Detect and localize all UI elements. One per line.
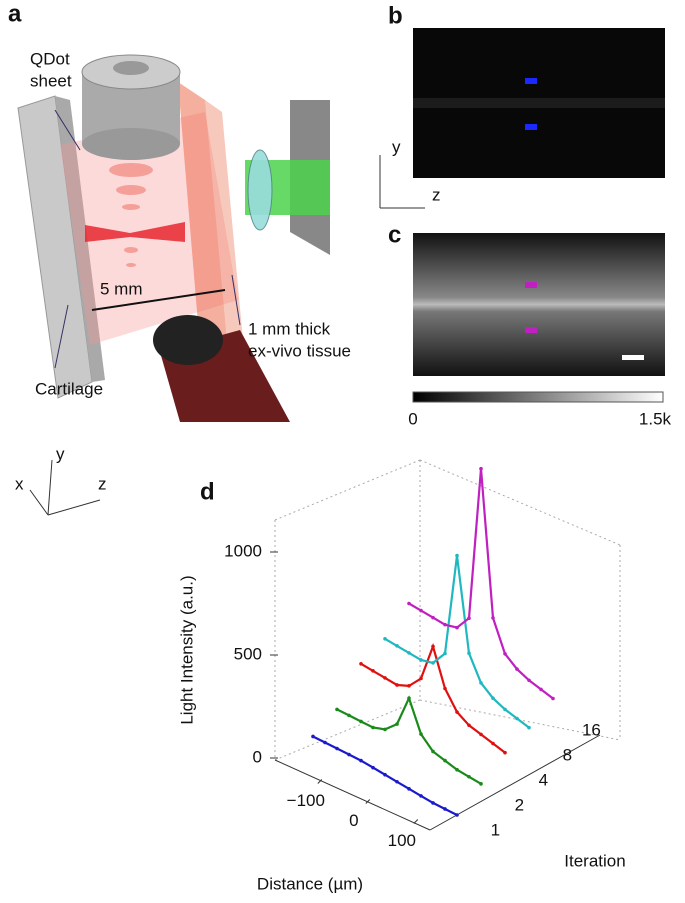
box-grid: [274, 459, 621, 761]
z-tick-label: 8: [563, 745, 572, 764]
roi-marker: [525, 282, 537, 288]
axis-label: z: [432, 185, 441, 204]
z-tick-label: 4: [539, 770, 548, 789]
colorbar-label: 1.5k: [639, 409, 672, 428]
scale-bar: [622, 355, 644, 360]
illustration: [17, 54, 425, 516]
roi-marker: [525, 78, 537, 84]
y-tick-label: 500: [234, 644, 262, 663]
label: ex-vivo tissue: [248, 341, 351, 360]
x-tick-label: 100: [388, 831, 416, 850]
x-tick: [365, 799, 371, 804]
label: sheet: [30, 71, 72, 90]
x-tick-label: −100: [287, 791, 325, 810]
axis-label: z: [98, 474, 107, 493]
z-tick-label: 2: [515, 795, 524, 814]
colorbar-label: 0: [408, 409, 417, 428]
fit-line: [312, 735, 458, 816]
label: 5 mm: [100, 279, 143, 298]
y-tick-label: 1000: [224, 541, 262, 560]
axis-line: [274, 759, 431, 831]
z-axis-title: Iteration: [564, 851, 625, 870]
fit-line: [360, 642, 506, 754]
label: Cartilage: [35, 379, 103, 398]
x-tick-label: 0: [349, 811, 358, 830]
z-tick-label: 1: [491, 820, 500, 839]
colorbar: [412, 391, 664, 403]
fit-line: [384, 555, 530, 729]
fit-line: [336, 695, 482, 785]
axis-label: x: [15, 474, 24, 493]
label: 1 mm thick: [248, 319, 331, 338]
fit-line: [408, 468, 554, 700]
x-axis-title: Distance (µm): [257, 874, 363, 893]
axis-label: y: [392, 137, 401, 156]
y-tick-label: 0: [253, 747, 262, 766]
panel-label: d: [200, 478, 215, 505]
panel-label: b: [388, 2, 403, 29]
axis-label: y: [56, 444, 65, 463]
roi-marker: [525, 124, 537, 130]
image-band: [413, 98, 665, 108]
x-tick: [413, 819, 419, 824]
z-tick-label: 16: [582, 720, 601, 739]
roi-marker: [525, 327, 537, 333]
panel-label: a: [8, 0, 22, 27]
y-axis-title: Light Intensity (a.u.): [177, 575, 196, 724]
label: QDot: [30, 49, 70, 68]
x-tick: [317, 779, 323, 784]
image: [413, 233, 665, 376]
panel-label: c: [388, 221, 401, 248]
